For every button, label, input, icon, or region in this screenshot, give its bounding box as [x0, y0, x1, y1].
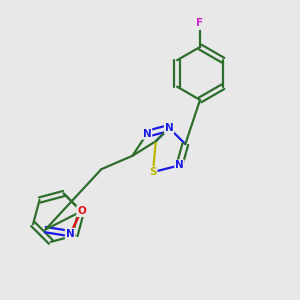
Text: O: O	[77, 206, 86, 216]
Text: N: N	[175, 160, 184, 170]
Text: N: N	[165, 123, 173, 133]
Text: S: S	[149, 167, 157, 177]
Text: N: N	[143, 129, 152, 139]
Text: F: F	[196, 17, 204, 28]
Text: N: N	[66, 229, 74, 238]
